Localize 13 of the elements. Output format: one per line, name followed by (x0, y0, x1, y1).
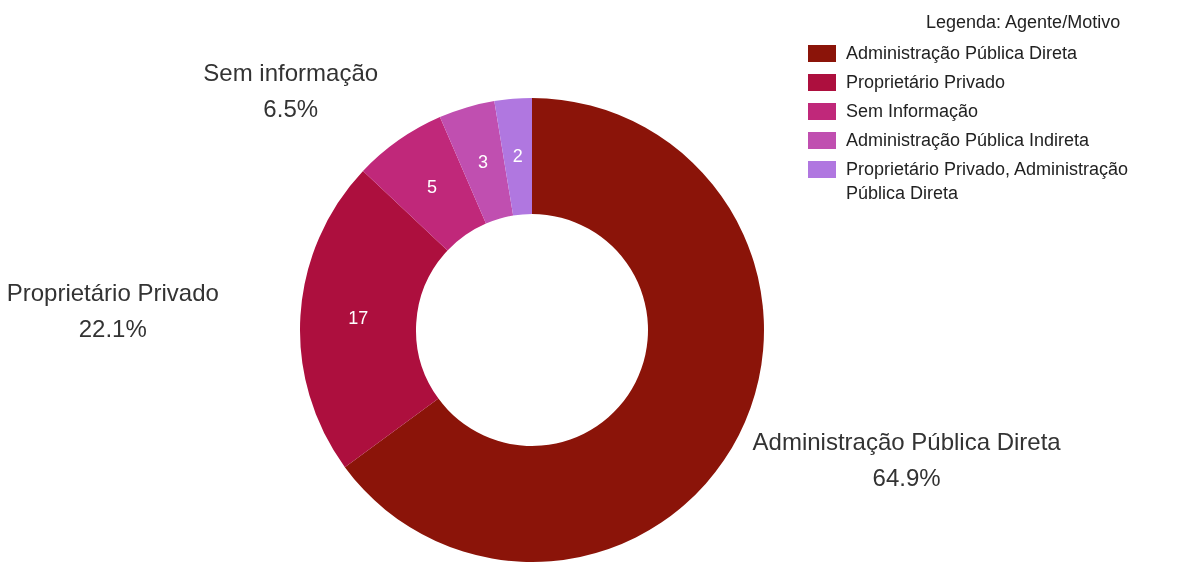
legend-label: Administração Pública Direta (846, 42, 1078, 65)
text: Sem informação 6.5% (203, 59, 379, 123)
text: Administração Pública Direta 64.9% (752, 427, 1062, 491)
data-label: 5 (427, 176, 438, 197)
legend-title: Legenda: Agente/Motivo (926, 12, 1122, 33)
legend-label: Administração Pública Indireta (846, 129, 1090, 152)
data-label: 17 (348, 308, 369, 329)
legend-label: Proprietário Privado, Administração Pública Direta (846, 158, 1130, 205)
legend-label: Proprietário Privado (846, 71, 1006, 94)
data-label: 3 (477, 152, 488, 173)
legend-label: Sem Informação (846, 100, 979, 123)
data-label: 2 (512, 145, 523, 166)
text: Proprietário Privado 22.1% (6, 278, 219, 342)
